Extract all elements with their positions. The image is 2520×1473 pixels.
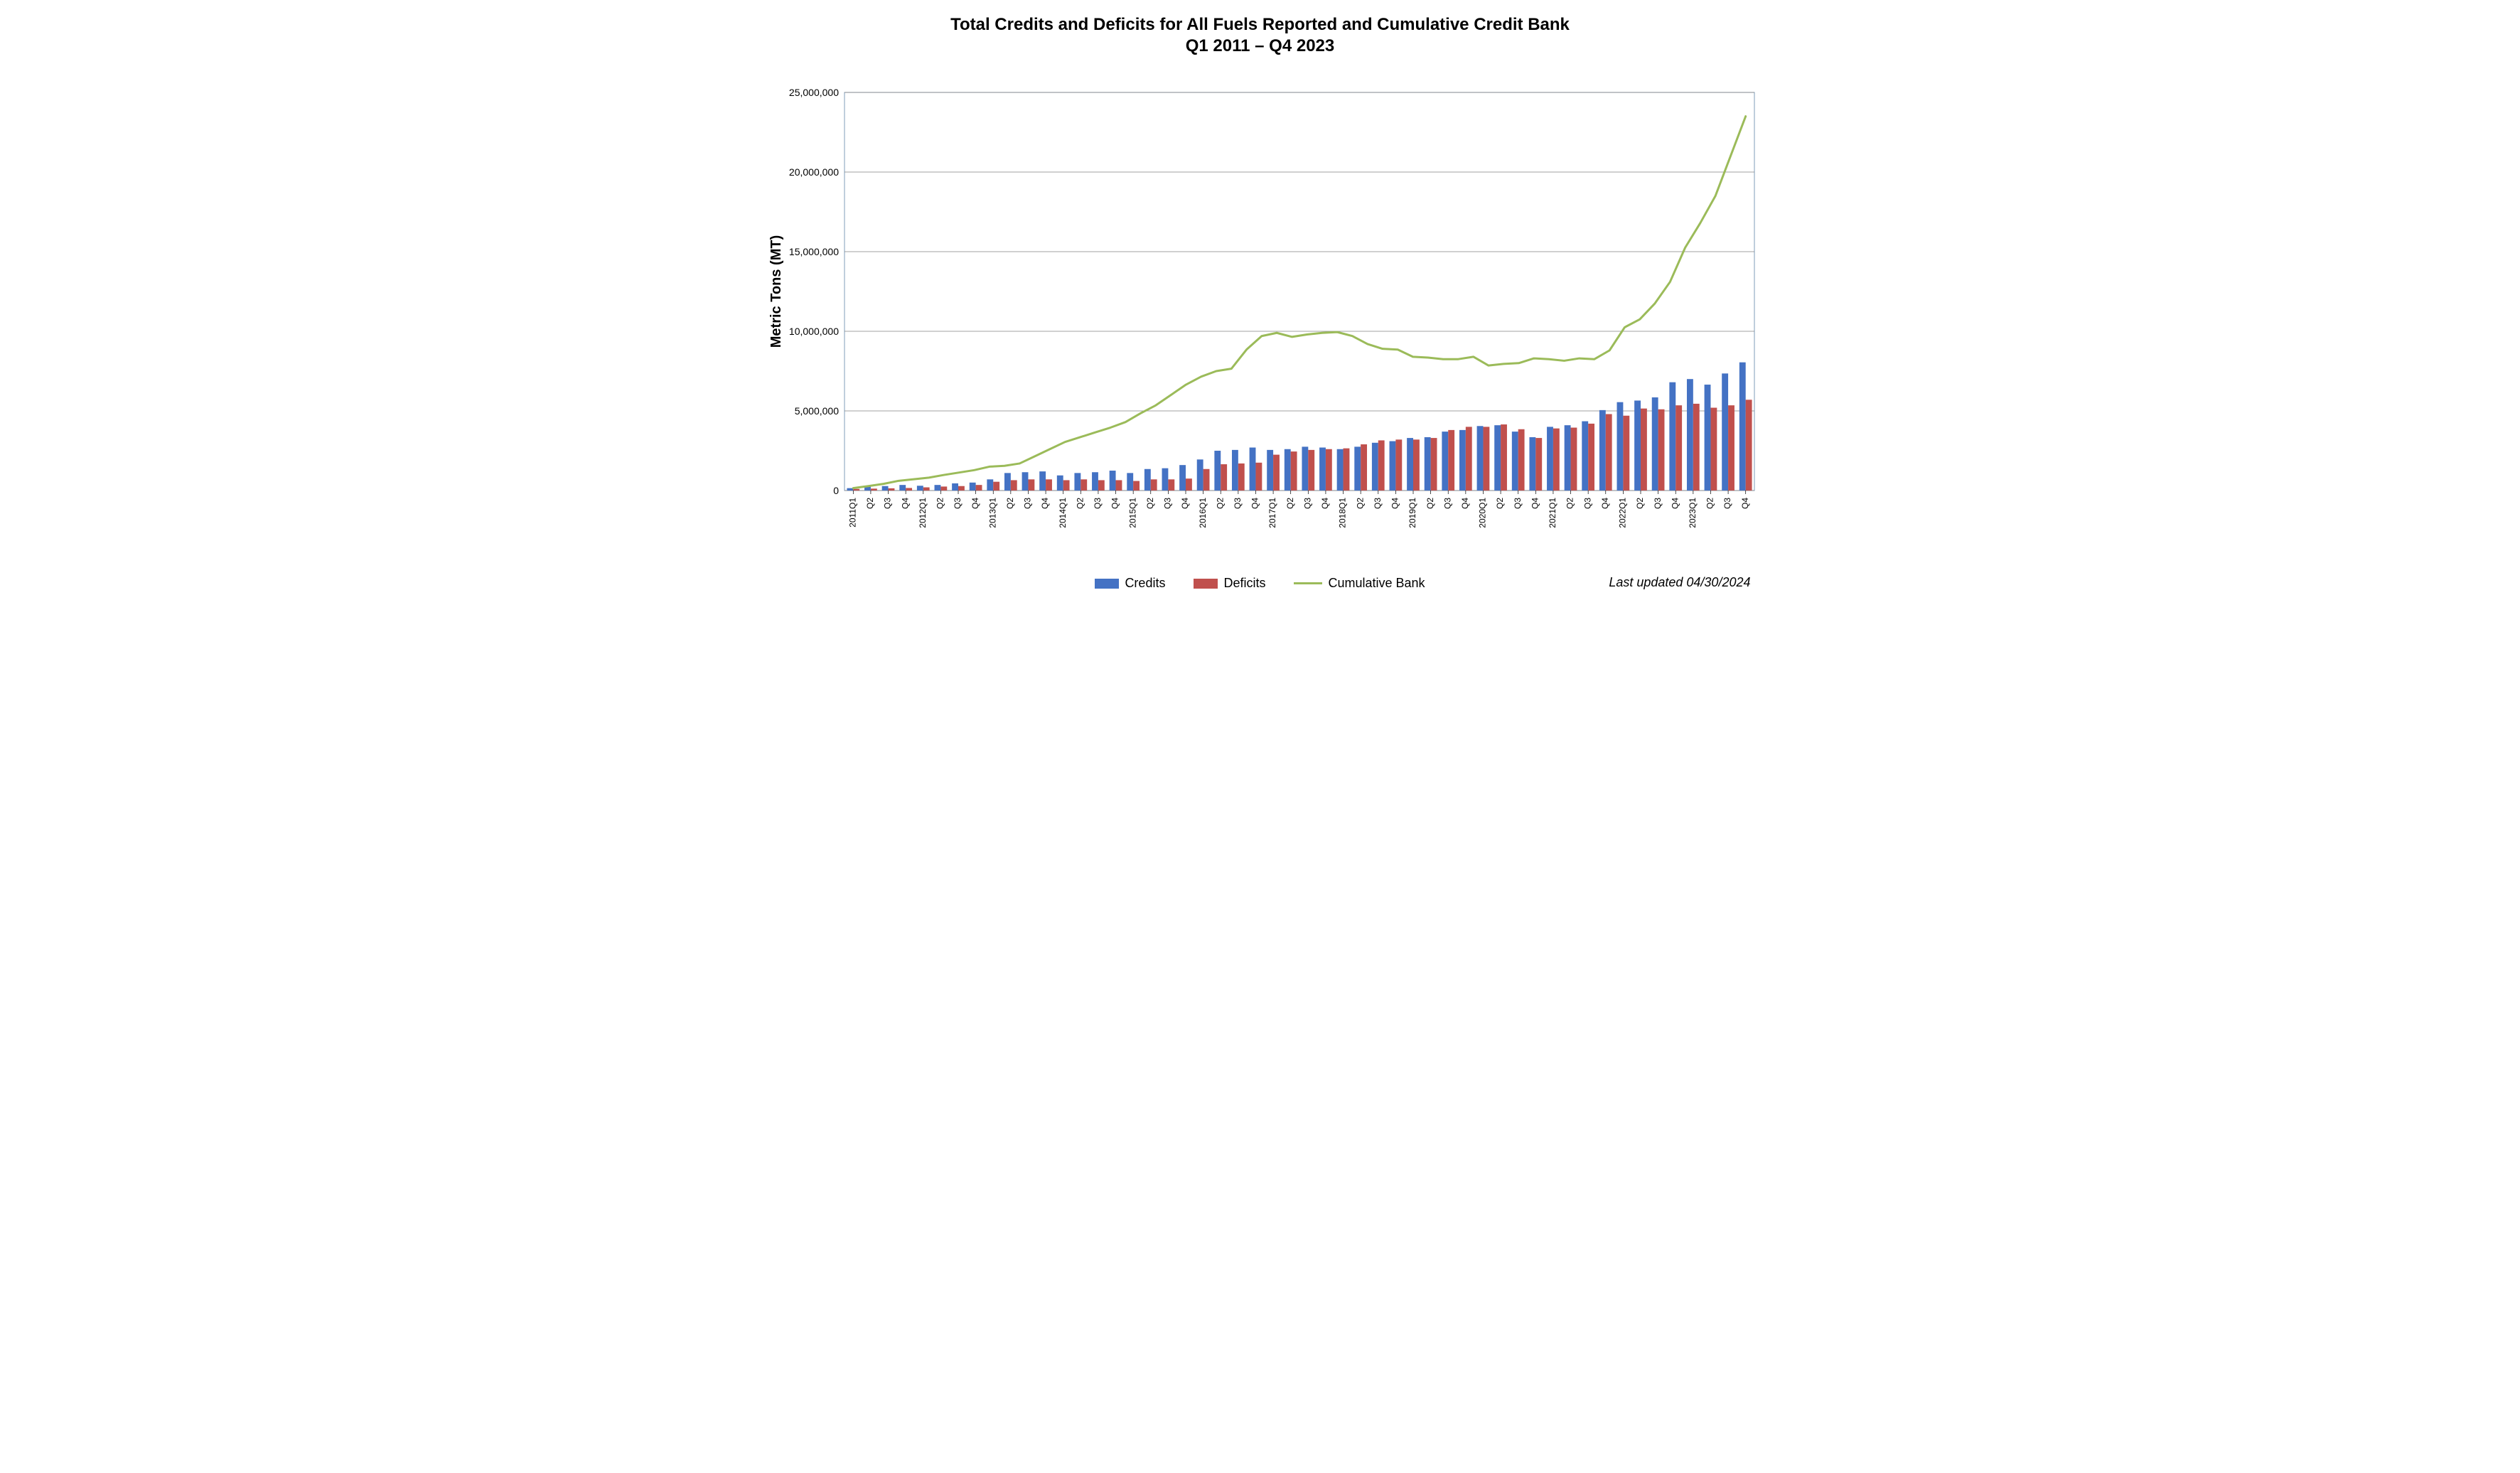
legend-swatch-cumulative: [1294, 582, 1322, 584]
svg-text:2013Q1: 2013Q1: [987, 498, 997, 528]
svg-text:2018Q1: 2018Q1: [1337, 498, 1347, 528]
legend-swatch-deficits: [1194, 579, 1218, 589]
svg-text:Q2: Q2: [1705, 498, 1715, 509]
svg-text:Q2: Q2: [1075, 498, 1085, 509]
svg-text:Q4: Q4: [1530, 498, 1540, 509]
svg-text:2014Q1: 2014Q1: [1057, 498, 1067, 528]
svg-text:Q4: Q4: [1670, 498, 1680, 509]
svg-text:20,000,000: 20,000,000: [788, 166, 838, 178]
svg-text:Q4: Q4: [1110, 498, 1120, 509]
chart-page: Total Credits and Deficits for All Fuels…: [727, 0, 1794, 597]
svg-text:Q4: Q4: [970, 498, 980, 509]
svg-text:Q2: Q2: [1565, 498, 1575, 509]
svg-text:Q3: Q3: [1652, 498, 1662, 509]
svg-text:2020Q1: 2020Q1: [1477, 498, 1487, 528]
svg-text:Q2: Q2: [1285, 498, 1294, 509]
svg-text:Q3: Q3: [1162, 498, 1172, 509]
svg-text:2011Q1: 2011Q1: [847, 498, 857, 527]
svg-text:Q4: Q4: [1390, 498, 1400, 509]
svg-text:Q2: Q2: [1425, 498, 1435, 509]
svg-text:Q3: Q3: [882, 498, 892, 509]
svg-text:Q3: Q3: [1722, 498, 1732, 509]
svg-text:2022Q1: 2022Q1: [1617, 498, 1627, 528]
svg-text:Q2: Q2: [935, 498, 945, 509]
svg-text:Q4: Q4: [1250, 498, 1260, 509]
svg-text:Q2: Q2: [865, 498, 875, 509]
legend-label-cumulative: Cumulative Bank: [1328, 576, 1425, 591]
svg-text:Q3: Q3: [1442, 498, 1452, 509]
svg-text:Q3: Q3: [1093, 498, 1103, 509]
svg-text:Q2: Q2: [1635, 498, 1645, 509]
svg-text:Metric Tons (MT): Metric Tons (MT): [768, 235, 784, 348]
svg-text:15,000,000: 15,000,000: [788, 246, 838, 257]
svg-text:2012Q1: 2012Q1: [917, 498, 927, 528]
svg-text:0: 0: [833, 485, 839, 496]
svg-text:Q4: Q4: [1599, 498, 1609, 509]
svg-text:Q2: Q2: [1355, 498, 1365, 509]
svg-text:2016Q1: 2016Q1: [1197, 498, 1207, 528]
chart-svg: 0 5,000,000 10,000,000 15,000,000 20,000,000…: [752, 85, 1769, 555]
svg-text:Q2: Q2: [1144, 498, 1154, 509]
svg-text:Q3: Q3: [1233, 498, 1243, 509]
legend-label-deficits: Deficits: [1223, 576, 1265, 591]
svg-text:10,000,000: 10,000,000: [788, 326, 838, 337]
svg-text:Q4: Q4: [1320, 498, 1330, 509]
chart-area: 0 5,000,000 10,000,000 15,000,000 20,000,000…: [741, 85, 1779, 555]
svg-text:Q4: Q4: [1739, 498, 1749, 509]
svg-text:Q3: Q3: [1512, 498, 1522, 509]
svg-text:2015Q1: 2015Q1: [1127, 498, 1137, 528]
svg-text:Q4: Q4: [1180, 498, 1190, 509]
svg-text:25,000,000: 25,000,000: [788, 87, 838, 98]
legend-swatch-credits: [1095, 579, 1119, 589]
legend-item-credits: Credits: [1095, 576, 1165, 591]
svg-text:Q2: Q2: [1495, 498, 1505, 509]
svg-text:Q2: Q2: [1215, 498, 1225, 509]
legend-item-deficits: Deficits: [1194, 576, 1265, 591]
legend-item-cumulative: Cumulative Bank: [1294, 576, 1425, 591]
svg-text:5,000,000: 5,000,000: [794, 405, 838, 417]
svg-text:Q4: Q4: [1460, 498, 1470, 509]
legend-label-credits: Credits: [1125, 576, 1165, 591]
svg-text:Q2: Q2: [1005, 498, 1015, 509]
svg-text:Q4: Q4: [1040, 498, 1050, 509]
svg-text:Q3: Q3: [1022, 498, 1032, 509]
chart-title: Total Credits and Deficits for All Fuels…: [741, 14, 1779, 57]
svg-text:Q4: Q4: [900, 498, 910, 509]
svg-text:Q3: Q3: [1582, 498, 1592, 509]
svg-text:Q3: Q3: [953, 498, 963, 509]
svg-text:Q3: Q3: [1302, 498, 1312, 509]
svg-text:2021Q1: 2021Q1: [1548, 498, 1557, 528]
svg-text:Q3: Q3: [1372, 498, 1382, 509]
chart-title-line-1: Total Credits and Deficits for All Fuels…: [741, 14, 1779, 36]
svg-text:2019Q1: 2019Q1: [1408, 498, 1417, 528]
svg-text:2017Q1: 2017Q1: [1267, 498, 1277, 528]
svg-text:2023Q1: 2023Q1: [1688, 498, 1698, 528]
chart-title-line-2: Q1 2011 – Q4 2023: [741, 36, 1779, 57]
